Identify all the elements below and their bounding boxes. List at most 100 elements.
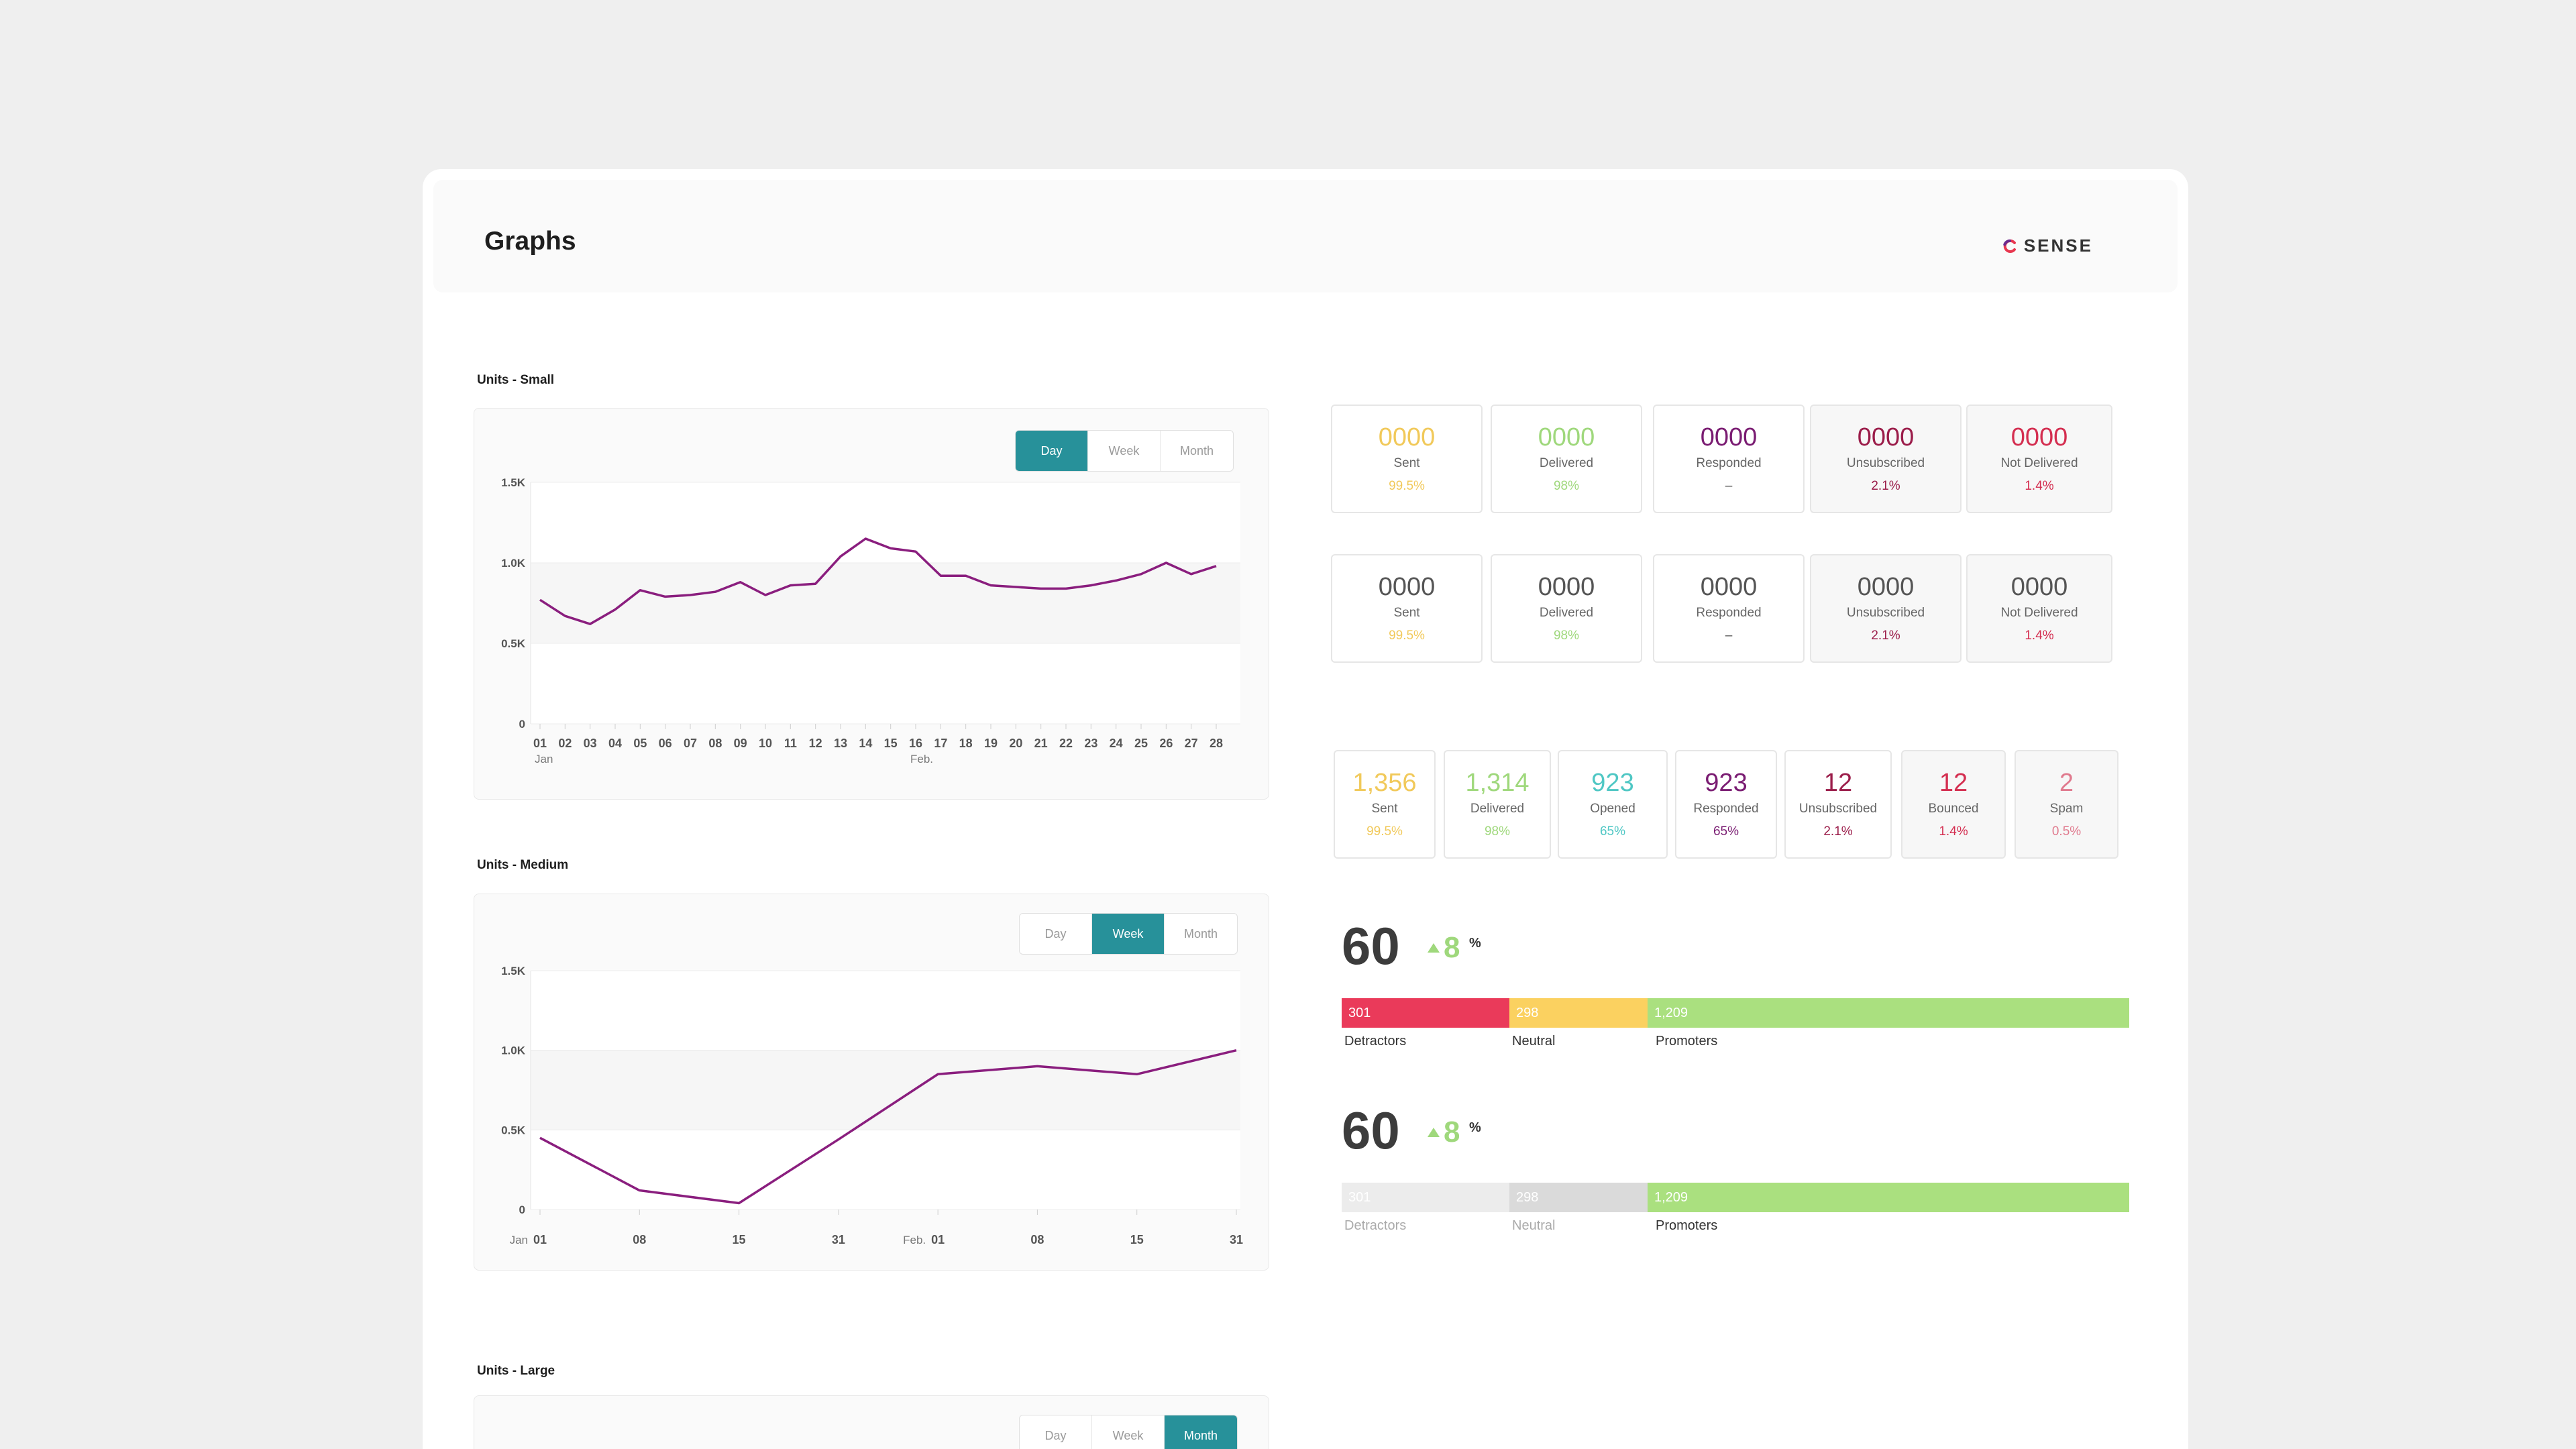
tile-value: 0000 xyxy=(1538,423,1595,451)
metric-tile-delivered[interactable]: 0000 Delivered 98% xyxy=(1491,554,1642,663)
metric-tile-not-delivered[interactable]: 0000 Not Delivered 1.4% xyxy=(1966,405,2112,513)
x-tick-label: 31 xyxy=(1230,1233,1243,1246)
x-tick-label: 08 xyxy=(1030,1233,1044,1246)
x-tick-label: 05 xyxy=(633,737,647,750)
x-tick-label: 15 xyxy=(733,1233,746,1246)
tile-label: Delivered xyxy=(1470,802,1525,816)
nps-bar-neutral[interactable]: 298 xyxy=(1509,1183,1648,1212)
tile-percent: 1.4% xyxy=(1939,824,1968,839)
y-tick-label: 1.0K xyxy=(501,1044,526,1057)
nps-distribution-bar: 301 298 1,209 xyxy=(1342,998,2129,1028)
tile-percent: 99.5% xyxy=(1389,479,1425,493)
units-small-chart-panel: Day Week Month 1.5K 1.0K 0.5K 0 01 02 03 04 05 06… xyxy=(474,408,1269,800)
metric-tile-responded[interactable]: 0000 Responded – xyxy=(1653,554,1805,663)
tile-value: 923 xyxy=(1591,769,1634,797)
range-tab-day[interactable]: Day xyxy=(1016,431,1088,471)
tile-label: Unsubscribed xyxy=(1799,802,1878,816)
x-tick-label: 20 xyxy=(1009,737,1022,750)
series-line xyxy=(539,537,1217,625)
x-tick-label: 22 xyxy=(1059,737,1073,750)
x-tick-label: 19 xyxy=(984,737,998,750)
range-tab-month[interactable]: Month xyxy=(1179,443,1214,458)
metric-tile-sent[interactable]: 0000 Sent 99.5% xyxy=(1331,405,1483,513)
x-tick-label: 06 xyxy=(659,737,672,750)
x-tick-label: 07 xyxy=(684,737,697,750)
nps-label-neutral: Neutral xyxy=(1512,1034,1556,1049)
x-tick-label: 17 xyxy=(934,737,947,750)
range-tab-week[interactable]: Week xyxy=(1092,914,1165,954)
x-prefix-label: Jan xyxy=(510,1234,528,1246)
x-sub-label: Jan xyxy=(535,753,553,765)
metric-tile-responded[interactable]: 0000 Responded – xyxy=(1653,405,1805,513)
nps-bar-detractors[interactable]: 301 xyxy=(1342,998,1509,1028)
tile-label: Unsubscribed xyxy=(1846,456,1925,470)
plot-band xyxy=(531,1050,1240,1130)
metric-tile-delivered[interactable]: 0000 Delivered 98% xyxy=(1491,405,1642,513)
range-tab-month[interactable]: Month xyxy=(1165,1415,1237,1449)
nps-bar-promoters[interactable]: 1,209 xyxy=(1648,1183,2129,1212)
x-tick-label: 08 xyxy=(633,1233,646,1246)
nps-bar-promoters[interactable]: 1,209 xyxy=(1648,998,2129,1028)
y-tick-label: 0 xyxy=(519,1203,525,1216)
range-tab-week[interactable]: Week xyxy=(1092,1415,1165,1449)
sense-logo-icon xyxy=(2003,239,2016,253)
page-header: Graphs SENSE xyxy=(433,180,2178,292)
plot-band xyxy=(531,563,1240,643)
range-tab-day[interactable]: Day xyxy=(1020,914,1092,954)
x-tick-label: 27 xyxy=(1185,737,1198,750)
tile-percent: – xyxy=(1725,629,1733,643)
tile-percent: 2.1% xyxy=(1871,629,1900,643)
tile-value: 923 xyxy=(1705,769,1748,797)
x-tick-label: 15 xyxy=(884,737,898,750)
metric-tile-not-delivered[interactable]: 0000 Not Delivered 1.4% xyxy=(1966,554,2112,663)
metric-tile-delivered[interactable]: 1,314 Delivered 98% xyxy=(1444,750,1551,859)
nps-bar-detractors[interactable]: 301 xyxy=(1342,1183,1509,1212)
metric-tile-unsubscribed[interactable]: 0000 Unsubscribed 2.1% xyxy=(1810,405,1962,513)
metric-tile-sent[interactable]: 0000 Sent 99.5% xyxy=(1331,554,1483,663)
metric-tile-bounced[interactable]: 12 Bounced 1.4% xyxy=(1901,750,2006,859)
metric-tile-unsubscribed[interactable]: 0000 Unsubscribed 2.1% xyxy=(1810,554,1962,663)
nps-label-neutral: Neutral xyxy=(1512,1218,1556,1233)
y-tick-label: 1.0K xyxy=(501,557,526,570)
metric-tile-responded[interactable]: 923 Responded 65% xyxy=(1675,750,1777,859)
trend-up-icon xyxy=(1428,943,1440,953)
tile-value: 0000 xyxy=(2010,573,2068,601)
range-tab-month[interactable]: Month xyxy=(1183,926,1218,941)
metric-tile-sent[interactable]: 1,356 Sent 99.5% xyxy=(1334,750,1436,859)
metric-tile-spam[interactable]: 2 Spam 0.5% xyxy=(2015,750,2118,859)
tile-label: Sent xyxy=(1393,456,1420,470)
range-tab-week[interactable]: Week xyxy=(1088,431,1161,471)
x-tick-label: 01 xyxy=(533,737,547,750)
tile-percent: 65% xyxy=(1599,824,1626,839)
tile-label: Responded xyxy=(1696,456,1762,470)
tile-label: Responded xyxy=(1696,606,1762,620)
plot-band xyxy=(531,971,1240,1051)
nps-score: 60 xyxy=(1342,916,1400,975)
x-tick-label: 01 xyxy=(533,1233,547,1246)
x-tick-label: 09 xyxy=(734,737,747,750)
tile-percent: 99.5% xyxy=(1389,629,1425,643)
tile-label: Not Delivered xyxy=(2000,456,2078,470)
nps-bar-neutral[interactable]: 298 xyxy=(1509,998,1648,1028)
x-tick-label: 04 xyxy=(608,737,622,750)
nps-label-promoters: Promoters xyxy=(1656,1034,1718,1049)
plot-band xyxy=(531,1130,1240,1210)
range-tab-day[interactable]: Day xyxy=(1020,1415,1092,1449)
tile-label: Delivered xyxy=(1539,606,1594,620)
units-large-range-toggle: Day Week Month xyxy=(1019,1415,1238,1449)
page-title: Graphs xyxy=(484,227,576,256)
tile-value: 0000 xyxy=(1700,573,1758,601)
y-tick-label: 1.5K xyxy=(501,476,526,489)
tile-label: Unsubscribed xyxy=(1846,606,1925,620)
tile-percent: 1.4% xyxy=(2025,479,2054,493)
nps-label-promoters: Promoters xyxy=(1656,1218,1718,1233)
tile-percent: 98% xyxy=(1484,824,1511,839)
nps-delta: 8 xyxy=(1444,931,1460,964)
section-label-units-large: Units - Large xyxy=(477,1364,555,1378)
tile-value: 12 xyxy=(1823,769,1853,797)
metric-tile-opened[interactable]: 923 Opened 65% xyxy=(1558,750,1668,859)
tile-value: 2 xyxy=(2059,769,2074,797)
x-tick-label: 03 xyxy=(584,737,597,750)
metric-tile-unsubscribed[interactable]: 12 Unsubscribed 2.1% xyxy=(1784,750,1892,859)
units-small-range-toggle: Day Week Month xyxy=(1015,430,1234,472)
